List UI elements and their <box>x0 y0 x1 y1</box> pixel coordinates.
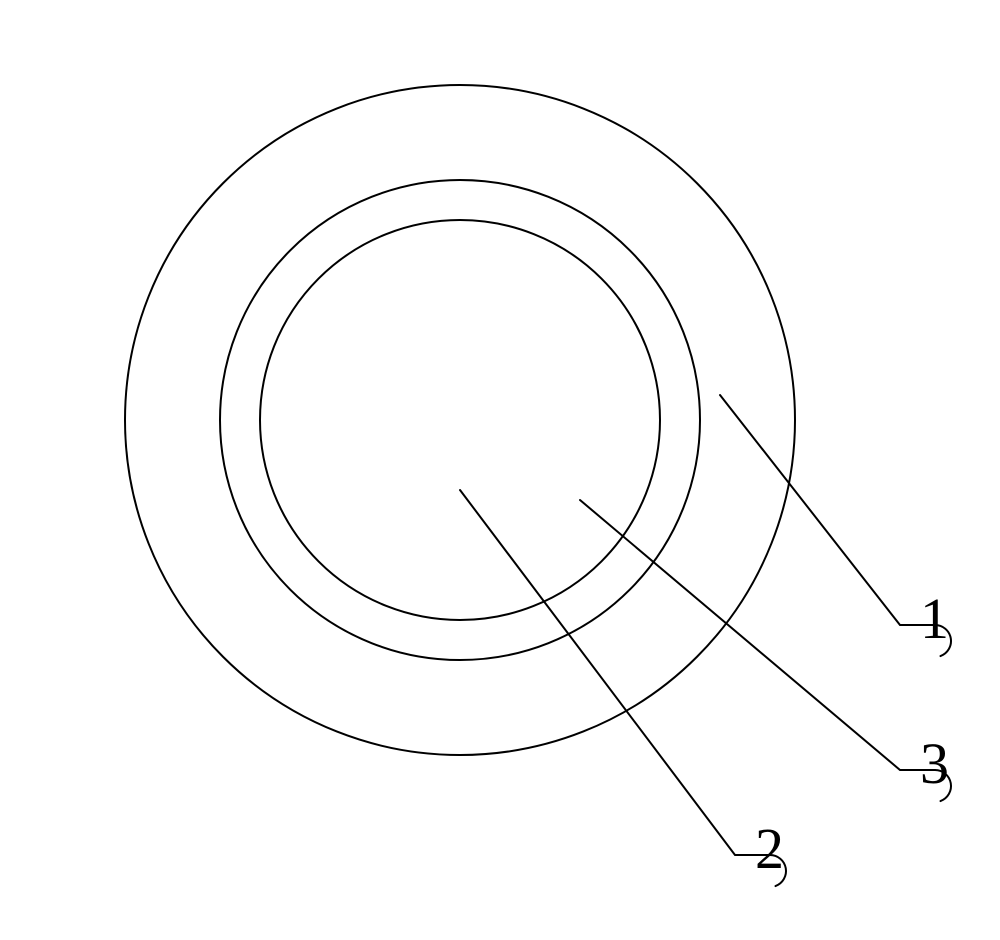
inner-ring <box>260 220 660 620</box>
callout-label-3: 3 <box>920 735 949 793</box>
diagram-stage: 1 3 2 <box>0 0 1000 940</box>
callout-label-1: 1 <box>920 590 949 648</box>
middle-ring <box>220 180 700 660</box>
leader-2 <box>460 490 770 855</box>
outer-ring <box>125 85 795 755</box>
leader-1 <box>720 395 935 625</box>
diagram-svg <box>0 0 1000 940</box>
callout-label-2: 2 <box>755 820 784 878</box>
leader-3 <box>580 500 935 770</box>
